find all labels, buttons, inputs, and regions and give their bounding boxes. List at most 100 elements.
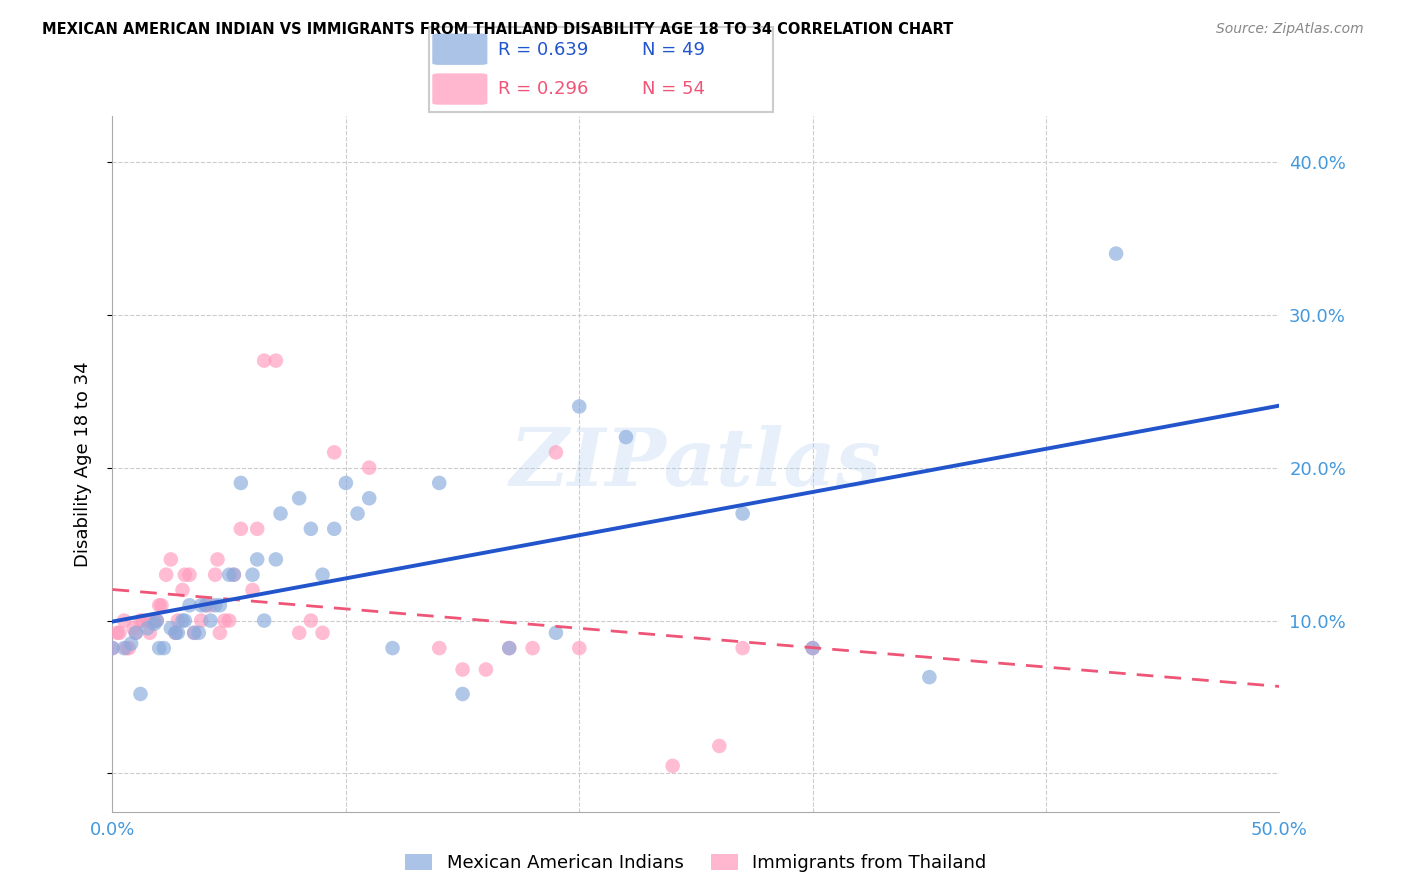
Point xyxy=(200,614,222,628)
Point xyxy=(108,625,131,640)
Point xyxy=(801,641,824,656)
Point xyxy=(125,625,148,640)
Legend: Mexican American Indians, Immigrants from Thailand: Mexican American Indians, Immigrants fro… xyxy=(398,847,994,880)
Point xyxy=(204,567,226,582)
Point xyxy=(544,445,567,459)
Point xyxy=(173,614,195,628)
Y-axis label: Disability Age 18 to 34: Disability Age 18 to 34 xyxy=(73,361,91,566)
Text: MEXICAN AMERICAN INDIAN VS IMMIGRANTS FROM THAILAND DISABILITY AGE 18 TO 34 CORR: MEXICAN AMERICAN INDIAN VS IMMIGRANTS FR… xyxy=(42,22,953,37)
Text: ZIPatlas: ZIPatlas xyxy=(510,425,882,502)
Point xyxy=(544,625,567,640)
FancyBboxPatch shape xyxy=(432,73,488,104)
Point xyxy=(246,552,269,566)
Point xyxy=(427,475,450,490)
Point xyxy=(299,614,322,628)
Point xyxy=(242,582,264,597)
Point xyxy=(381,641,404,656)
FancyBboxPatch shape xyxy=(429,27,773,112)
Point xyxy=(166,625,188,640)
Point xyxy=(179,567,201,582)
Point xyxy=(335,475,357,490)
Point xyxy=(801,641,824,656)
Point xyxy=(731,507,754,521)
Point xyxy=(323,522,346,536)
Point xyxy=(207,552,229,566)
Point xyxy=(165,625,187,640)
Point xyxy=(200,599,222,613)
Point xyxy=(1105,246,1128,260)
Point xyxy=(160,621,183,635)
Text: Source: ZipAtlas.com: Source: ZipAtlas.com xyxy=(1216,22,1364,37)
Point xyxy=(229,475,252,490)
Point xyxy=(115,641,138,656)
Point xyxy=(166,614,188,628)
Point xyxy=(118,641,141,656)
Point xyxy=(311,625,333,640)
Point xyxy=(187,625,209,640)
Point xyxy=(183,625,205,640)
Point xyxy=(918,670,941,684)
Point xyxy=(614,430,637,444)
Point xyxy=(264,552,287,566)
Point xyxy=(172,614,194,628)
Point xyxy=(132,614,155,628)
Point xyxy=(153,641,176,656)
Point xyxy=(522,641,544,656)
Point xyxy=(222,567,245,582)
Point xyxy=(148,599,170,613)
Text: R = 0.296: R = 0.296 xyxy=(498,79,588,97)
Point xyxy=(427,641,450,656)
Point xyxy=(568,400,591,414)
Point xyxy=(101,641,124,656)
Point xyxy=(146,614,169,628)
Point xyxy=(105,625,128,640)
Point xyxy=(112,614,135,628)
Point xyxy=(160,552,183,566)
Point xyxy=(498,641,520,656)
Point xyxy=(253,614,276,628)
Point xyxy=(190,599,212,613)
Point xyxy=(661,759,683,773)
Point xyxy=(222,567,245,582)
Point xyxy=(129,687,152,701)
Point xyxy=(218,614,240,628)
Point xyxy=(183,625,205,640)
Point xyxy=(125,625,148,640)
Point xyxy=(475,663,498,677)
Point xyxy=(242,567,264,582)
Point xyxy=(122,621,145,635)
Point xyxy=(709,739,731,753)
Point xyxy=(253,353,276,368)
Point xyxy=(165,625,187,640)
Point xyxy=(731,641,754,656)
Point xyxy=(194,599,217,613)
Point xyxy=(143,614,166,628)
Point xyxy=(359,491,381,506)
Text: N = 54: N = 54 xyxy=(643,79,706,97)
Point xyxy=(155,567,177,582)
Point xyxy=(451,663,474,677)
Point xyxy=(139,625,162,640)
Point xyxy=(214,614,236,628)
Point xyxy=(194,599,217,613)
Point xyxy=(190,614,212,628)
Point xyxy=(299,522,322,536)
Point xyxy=(143,616,166,631)
Point xyxy=(346,507,368,521)
Point xyxy=(323,445,346,459)
Point xyxy=(311,567,333,582)
Point xyxy=(173,567,195,582)
Point xyxy=(451,687,474,701)
Point xyxy=(498,641,520,656)
Point xyxy=(288,625,311,640)
Point xyxy=(359,460,381,475)
Point xyxy=(136,621,159,635)
Point xyxy=(568,641,591,656)
Point xyxy=(208,599,231,613)
Point xyxy=(148,641,170,656)
Point xyxy=(136,614,159,628)
Point xyxy=(172,582,194,597)
Point xyxy=(204,599,226,613)
Point xyxy=(288,491,311,506)
Point xyxy=(150,599,173,613)
